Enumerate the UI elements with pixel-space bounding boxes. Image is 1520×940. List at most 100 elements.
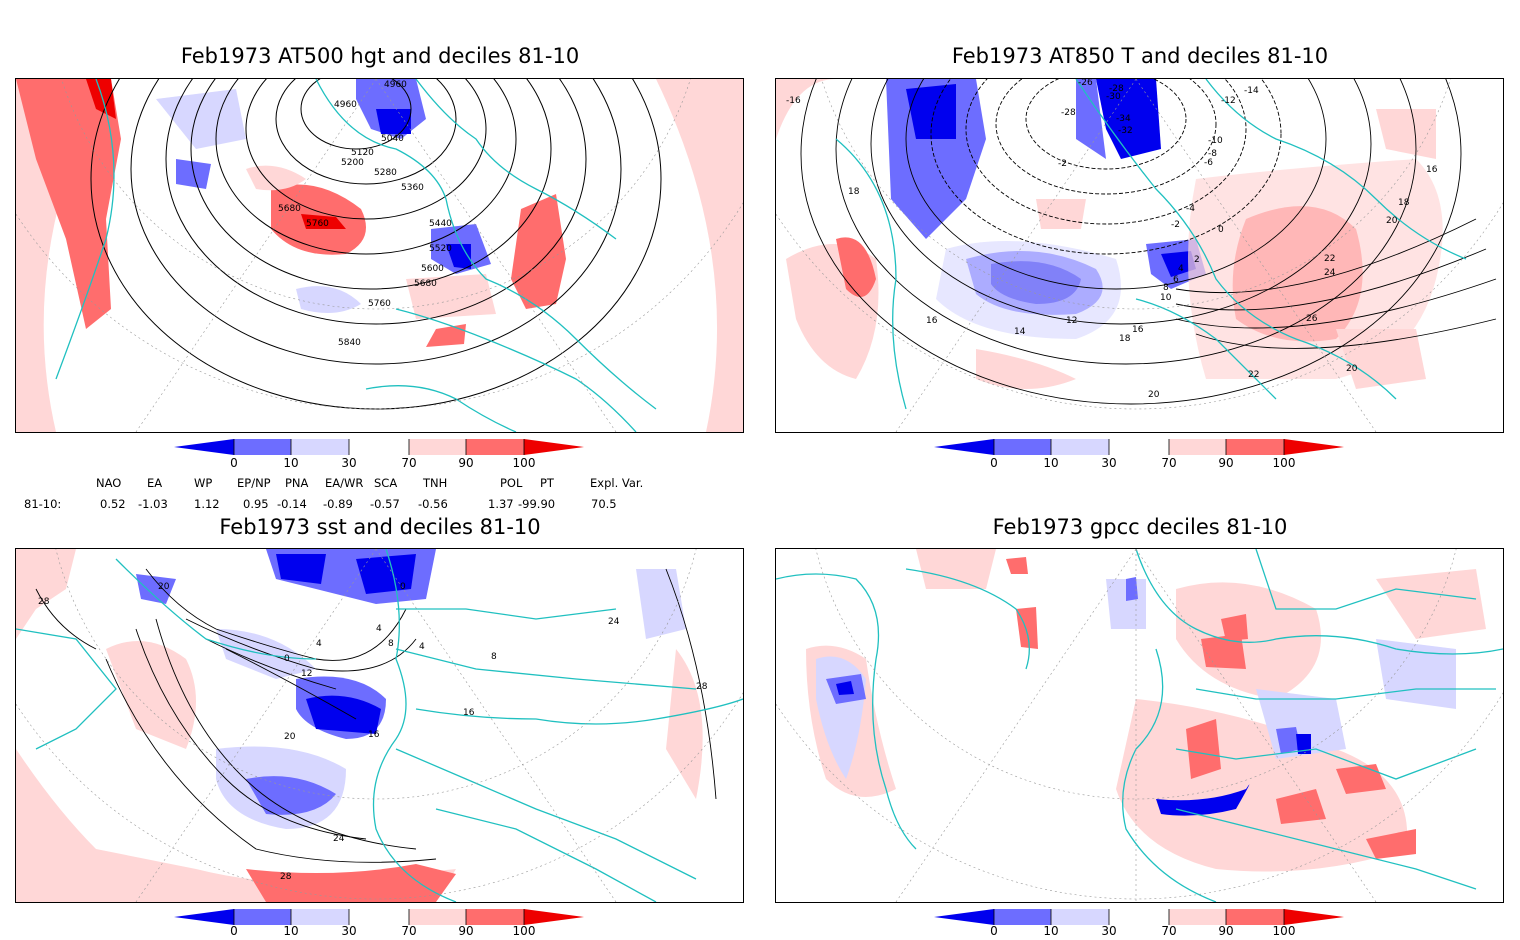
anomaly-blue-north [886,79,986,239]
index-header: EA/WR [325,476,364,490]
colorbar-tick: 0 [230,456,238,470]
contour-label: 18 [848,187,860,197]
contour-label: 4 [419,642,425,652]
contour-label: -16 [786,96,801,106]
index-header: PNA [285,476,309,490]
colorbar-tick: 90 [458,456,474,470]
contour-label: -34 [1116,114,1131,124]
index-value: -0.57 [370,497,400,511]
colorbar-tick: 90 [1218,456,1234,470]
index-header: TNH [423,476,448,490]
map-panel-gpcc [775,548,1504,903]
colorbar-tick: 30 [1101,924,1117,938]
contour-label: 16 [1426,165,1438,175]
contour-label: -2 [1171,220,1180,230]
index-value: -0.14 [277,497,307,511]
contour-label: 20 [158,582,170,592]
contour-label: 5600 [421,264,444,274]
index-header: PT [540,476,554,490]
colorbar-tick: 0 [230,924,238,938]
anomaly-red-south [246,864,456,902]
index-value: 0.52 [100,497,126,511]
contour-label: 0 [400,582,406,592]
contour-label: 5680 [414,279,437,289]
map-hgt: 4960 4960 5040 5120 5200 5280 5360 5440 … [16,79,743,432]
index-value: 1.12 [194,497,220,511]
index-value: -0.89 [323,497,353,511]
colorbar-tick: 70 [1161,924,1177,938]
contour-label: 20 [284,732,296,742]
colorbar-tick: 70 [1161,456,1177,470]
colorbar-sst [174,909,584,925]
index-header: Expl. Var. [590,476,644,490]
contour-label: -28 [1109,84,1124,94]
colorbar-tick: 10 [1043,456,1059,470]
contour-label: -26 [1078,79,1093,88]
colorbar-tick: 10 [1043,924,1059,938]
colorbar-tick: 70 [401,924,417,938]
map-gpcc [776,549,1503,902]
contour-label: 4960 [334,100,357,110]
contour-label: 16 [1132,325,1144,335]
contour-label: 0 [284,654,290,664]
colorbar-t850 [934,439,1344,455]
contour-label: -10 [1208,136,1223,146]
index-value: 0.95 [243,497,269,511]
colorbar-gpcc [934,909,1344,925]
contour-label: 5280 [374,168,397,178]
contour-label: 22 [1248,370,1259,380]
colorbar-tick: 30 [341,924,357,938]
contour-label: -30 [1106,92,1121,102]
contour-label: 5760 [306,219,329,229]
index-header: SCA [374,476,398,490]
colorbar-tick: 10 [283,924,299,938]
contour-label: 16 [926,316,938,326]
map-panel-t850: -16 -26 -28 -30 -28 -34 -32 -14 -12 -10 … [775,78,1504,433]
contour-label: -8 [1208,149,1217,159]
index-header: EP/NP [237,476,271,490]
index-row-label: 81-10: [24,497,62,511]
contour-label: 20 [1148,390,1160,400]
contour-label: 28 [280,872,292,882]
contour-label: 12 [301,669,312,679]
contour-label: 14 [1014,327,1026,337]
contour-label: 5520 [429,244,452,254]
contour-label: 26 [1306,314,1318,324]
index-header: NAO [96,476,122,490]
contour-label: 24 [608,617,620,627]
contour-label: -28 [1061,108,1076,118]
contour-label: 4 [316,639,322,649]
contour-label: -6 [1204,158,1213,168]
contour-label: 16 [463,708,475,718]
map-sst: 28 20 0 4 8 0 4 12 16 20 16 24 28 24 28 … [16,549,743,902]
contour-label: 6 [1173,275,1179,285]
contour-label: 12 [1066,316,1077,326]
index-header: WP [194,476,213,490]
index-value: 70.5 [591,497,617,511]
contour-label: 22 [1324,254,1335,264]
panel-title-hgt: Feb1973 AT500 hgt and deciles 81-10 [180,44,580,68]
colorbar-tick: 100 [1272,456,1296,470]
contour-label: 5360 [401,183,424,193]
contour-label: 5760 [368,299,391,309]
contour-label: 5680 [278,204,301,214]
index-value: -0.56 [418,497,448,511]
colorbar-tick: 100 [512,924,536,938]
contour-label: -4 [1186,204,1195,214]
contour-label: 24 [1324,268,1336,278]
colorbar-tick: 30 [1101,456,1117,470]
contour-label: 2 [1194,255,1200,265]
contour-label: 16 [368,730,380,740]
contour-label: 28 [696,682,708,692]
anomaly-red-east [511,194,566,309]
index-value: -1.03 [138,497,168,511]
contour-label: -14 [1244,86,1259,96]
colorbar-tick: 70 [401,456,417,470]
colorbar-tick: 90 [458,924,474,938]
panel-title-t850: Feb1973 AT850 T and deciles 81-10 [951,44,1329,68]
contour-label: 8 [491,652,497,662]
contour-label: 5040 [381,134,404,144]
colorbar-tick: 0 [990,456,998,470]
index-header: POL [500,476,523,490]
contour-label: 24 [333,834,345,844]
